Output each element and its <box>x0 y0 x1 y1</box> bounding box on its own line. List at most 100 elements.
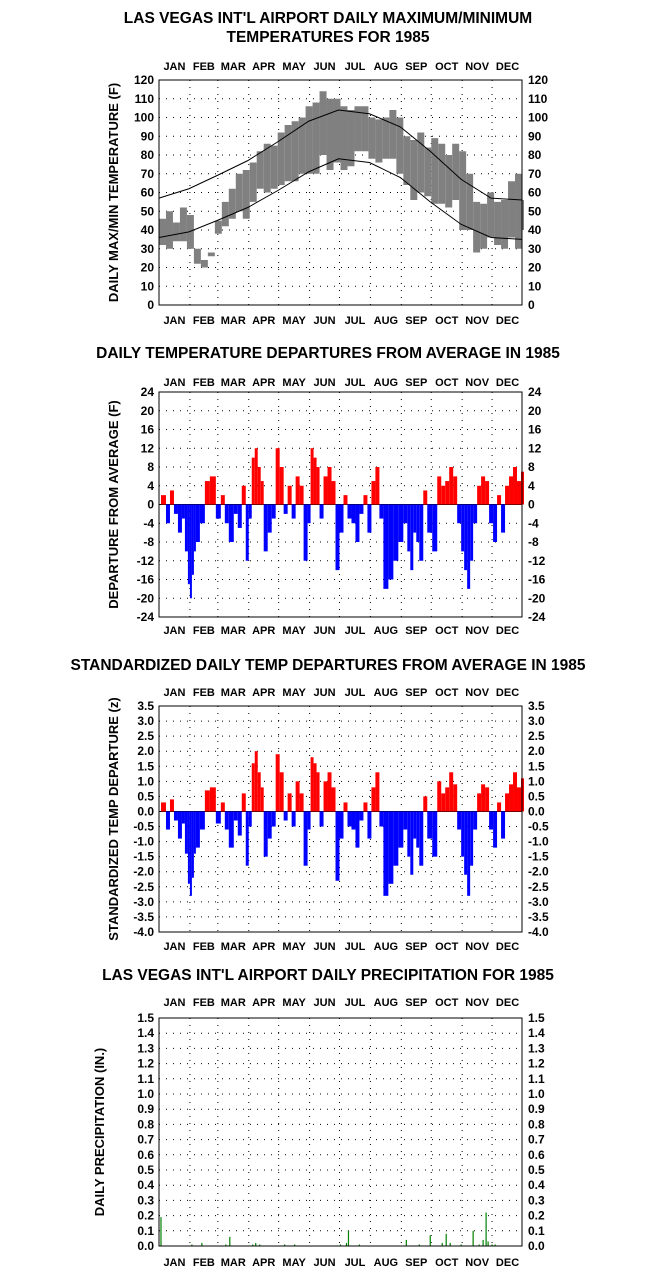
negative-departure-bar <box>181 811 185 824</box>
positive-departure-bar <box>481 784 486 812</box>
positive-departure-bar <box>441 793 446 812</box>
negative-departure-bar <box>335 811 340 881</box>
positive-departure-bar <box>279 772 284 812</box>
y-tick-label-right: 100 <box>528 111 548 125</box>
positive-departure-bar <box>449 467 454 505</box>
month-label-top: JAN <box>163 61 185 73</box>
negative-departure-bar <box>410 811 414 875</box>
positive-departure-bar <box>497 495 502 505</box>
month-label-top: SEP <box>405 997 427 1009</box>
negative-departure-bar <box>470 504 474 561</box>
negative-departure-bar <box>379 504 384 519</box>
y-tick-label-right: 0.4 <box>528 1178 545 1192</box>
month-label-top: AUG <box>374 61 398 73</box>
negative-departure-bar <box>464 504 468 571</box>
y-tick-label-right: -2.0 <box>528 865 549 879</box>
y-tick-label-left: -2.0 <box>133 865 154 879</box>
negative-departure-bar <box>224 504 229 524</box>
y-tick-label-right: 60 <box>528 186 542 200</box>
y-tick-label-left: -24 <box>137 610 155 624</box>
month-label-bottom: AUG <box>374 1257 398 1269</box>
positive-departure-bar <box>254 448 258 505</box>
temp-range-bar <box>375 119 383 163</box>
y-axis-title: STANDARDIZED TEMP DEPARTURE (z) <box>106 697 121 940</box>
y-tick-label-right: 0 <box>528 298 535 312</box>
y-tick-label-left: -2.5 <box>133 880 154 894</box>
negative-departure-bar <box>464 811 468 875</box>
negative-departure-bar <box>271 811 276 827</box>
positive-departure-bar <box>295 781 300 812</box>
positive-departure-bar <box>160 495 166 505</box>
month-label-bottom: FEB <box>193 941 215 953</box>
y-tick-label-right: 0.3 <box>528 1193 545 1207</box>
temp-range-bar <box>368 117 376 159</box>
negative-departure-bar <box>359 504 364 514</box>
negative-departure-bar <box>489 504 494 524</box>
month-label-top: APR <box>252 687 275 699</box>
y-tick-label-left: 0.8 <box>137 1117 154 1131</box>
y-tick-label-right: 0 <box>528 498 535 512</box>
negative-departure-bar <box>237 811 242 836</box>
positive-departure-bar <box>323 476 328 505</box>
month-label-bottom: DEC <box>496 315 519 327</box>
negative-departure-bar <box>215 811 221 824</box>
y-tick-label-left: 3.5 <box>137 699 154 713</box>
negative-departure-bar <box>228 811 234 848</box>
y-tick-label-left: 1.1 <box>137 1072 154 1086</box>
y-tick-label-right: 1.0 <box>528 774 545 788</box>
negative-departure-bar <box>291 811 296 827</box>
positive-departure-bar <box>257 467 261 505</box>
temp-range-bar <box>480 203 488 249</box>
positive-departure-bar <box>295 476 300 505</box>
negative-departure-bar <box>419 811 424 866</box>
y-tick-label-left: 50 <box>141 204 155 218</box>
month-label-top: NOV <box>465 687 490 699</box>
y-tick-label-right: 1.5 <box>528 1011 545 1025</box>
month-label-top: NOV <box>465 377 490 389</box>
temp-range-bar <box>305 106 313 174</box>
y-tick-label-right: 0.1 <box>528 1224 545 1238</box>
negative-departure-bar <box>263 504 268 552</box>
negative-departure-bar <box>187 811 190 884</box>
positive-departure-bar <box>371 481 376 505</box>
positive-departure-bar <box>220 495 225 505</box>
negative-departure-bar <box>501 811 506 839</box>
plot-border <box>158 1017 523 1247</box>
negative-departure-bar <box>457 811 462 830</box>
y-tick-label-left: 70 <box>141 167 155 181</box>
y-tick-label-left: 20 <box>141 404 155 418</box>
month-label-top: NOV <box>465 61 490 73</box>
y-tick-label-right: 16 <box>528 423 542 437</box>
negative-departure-bar <box>473 504 478 524</box>
y-tick-label-left: -12 <box>137 554 155 568</box>
month-label-bottom: NOV <box>465 941 490 953</box>
negative-departure-bar <box>339 504 344 533</box>
positive-departure-bar <box>260 787 264 812</box>
month-label-bottom: JAN <box>163 941 185 953</box>
negative-departure-bar <box>388 811 394 884</box>
temp-range-bar <box>298 117 306 174</box>
y-tick-label-left: -3.0 <box>133 895 154 909</box>
negative-departure-bar <box>245 504 249 561</box>
month-label-top: JUN <box>314 61 336 73</box>
y-tick-label-right: 12 <box>528 441 542 455</box>
negative-departure-bar <box>307 811 311 830</box>
negative-departure-bar <box>393 504 399 561</box>
y-tick-label-left: 0.1 <box>137 1224 154 1238</box>
month-label-top: MAR <box>221 377 246 389</box>
y-tick-label-right: -24 <box>528 610 546 624</box>
y-tick-label-right: 0.6 <box>528 1148 545 1162</box>
y-tick-label-right: 110 <box>528 92 548 106</box>
negative-departure-bar <box>419 504 424 561</box>
negative-departure-bar <box>195 504 200 542</box>
departure-chart: -24 -24 -20 -20 -16 -16 -12 -12 -8 -8 -4 -4 0 0 4 4 8 8 12… <box>106 377 546 637</box>
month-label-top: FEB <box>193 997 215 1009</box>
temp-range-bar <box>193 248 201 264</box>
month-label-bottom: OCT <box>435 625 459 637</box>
month-label-top: DEC <box>496 997 519 1009</box>
positive-departure-bar <box>517 481 522 505</box>
month-label-bottom: MAR <box>221 625 246 637</box>
negative-departure-bar <box>335 504 340 571</box>
negative-departure-bar <box>461 811 465 857</box>
temp-range-bar <box>501 200 509 249</box>
